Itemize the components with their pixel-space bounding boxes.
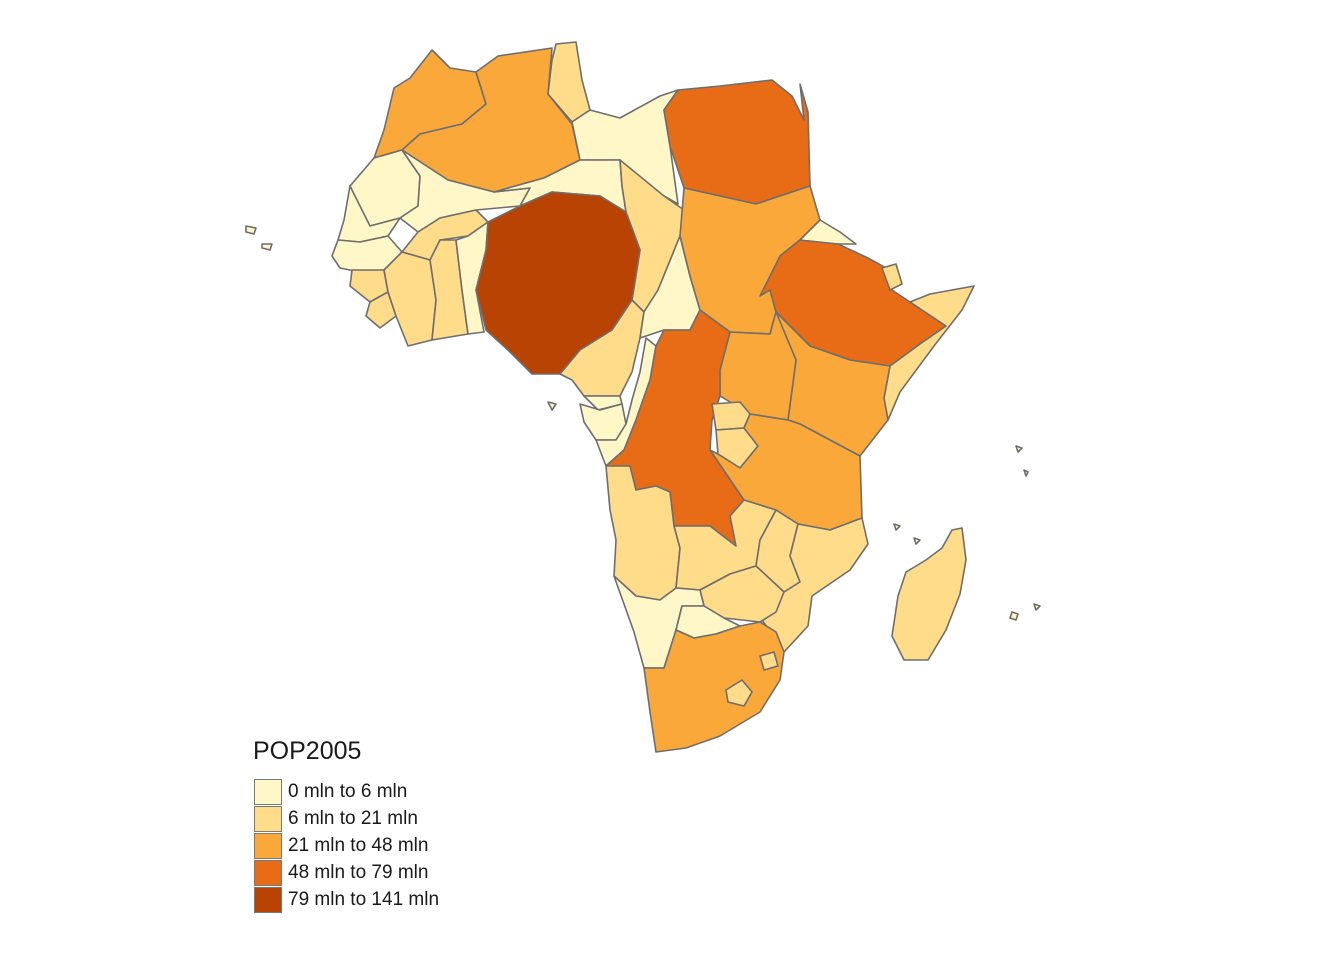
- region-madagascar: [891, 527, 967, 661]
- region-lesotho: [725, 679, 753, 707]
- legend-label: 6 mln to 21 mln: [288, 808, 418, 829]
- legend-item: 21 mln to 48 mln: [253, 833, 513, 860]
- region-sao-tome: [547, 401, 557, 411]
- legend-swatch: [254, 887, 282, 913]
- region-mozambique: [761, 517, 869, 653]
- region-comoros: [893, 523, 921, 545]
- region-somalia: [883, 285, 975, 421]
- legend-title: POP2005: [253, 737, 362, 765]
- region-swaziland: [759, 651, 779, 671]
- region-liberia: [365, 291, 397, 329]
- legend-item: 0 mln to 6 mln: [253, 779, 513, 806]
- legend-swatch: [254, 860, 282, 886]
- region-cape-verde: [245, 225, 273, 251]
- legend-label: 21 mln to 48 mln: [288, 835, 429, 856]
- region-seychelles: [1015, 445, 1029, 477]
- region-ivory-coast: [383, 251, 437, 347]
- legend-swatch: [254, 833, 282, 859]
- legend-item: 48 mln to 79 mln: [253, 860, 513, 887]
- legend-label: 0 mln to 6 mln: [288, 781, 408, 802]
- legend-item: 6 mln to 21 mln: [253, 806, 513, 833]
- legend-label: 48 mln to 79 mln: [288, 862, 429, 883]
- region-egypt: [663, 79, 811, 205]
- legend-swatch: [254, 806, 282, 832]
- legend-item: 79 mln to 141 mln: [253, 887, 513, 914]
- legend-swatch: [254, 779, 282, 805]
- region-djibouti: [881, 263, 903, 291]
- region-mauritius: [1009, 603, 1041, 621]
- legend-label: 79 mln to 141 mln: [288, 889, 440, 910]
- map-legend: POP2005 0 mln to 6 mln 6 mln to 21 mln 2…: [253, 736, 513, 926]
- region-south-africa: [643, 621, 785, 753]
